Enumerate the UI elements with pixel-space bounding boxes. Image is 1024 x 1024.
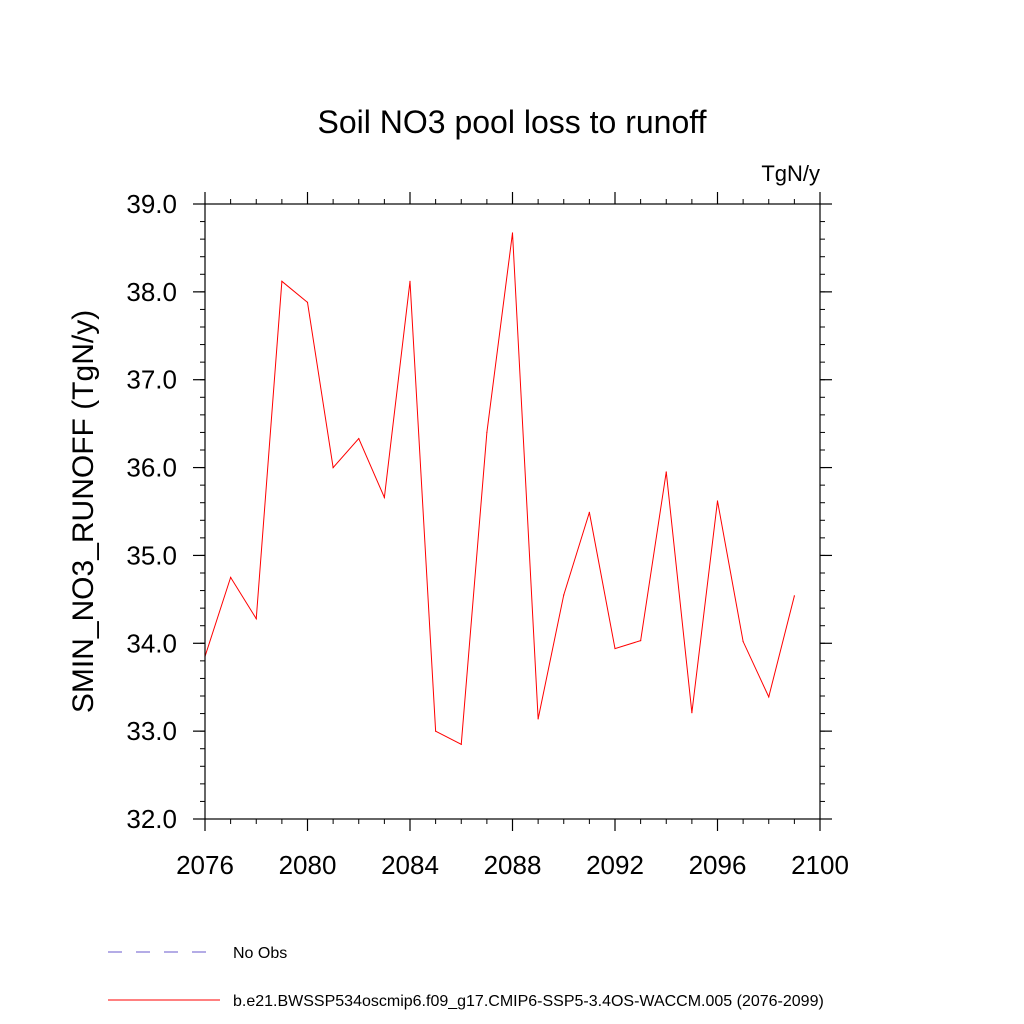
y-tick-label: 38.0 bbox=[126, 277, 177, 307]
data-point bbox=[383, 496, 385, 499]
data-point bbox=[716, 500, 719, 502]
legend-label: b.e21.BWSSP534oscmip6.f09_g17.CMIP6-SSP5… bbox=[233, 993, 824, 1010]
chart-title: Soil NO3 pool loss to runoff bbox=[318, 104, 707, 140]
data-point bbox=[691, 712, 693, 714]
data-point bbox=[588, 511, 590, 513]
data-point bbox=[281, 280, 283, 282]
data-point bbox=[306, 301, 309, 303]
data-point bbox=[255, 618, 257, 620]
x-tick-label: 2096 bbox=[689, 850, 747, 880]
data-point bbox=[640, 640, 642, 642]
y-tick-label: 33.0 bbox=[126, 716, 177, 746]
x-tick-label: 2080 bbox=[279, 850, 337, 880]
data-point bbox=[435, 730, 437, 732]
data-point bbox=[230, 576, 232, 578]
y-tick-label: 34.0 bbox=[126, 628, 177, 658]
data-point bbox=[768, 696, 770, 698]
x-tick-label: 2100 bbox=[791, 850, 849, 880]
data-point bbox=[486, 431, 488, 434]
y-tick-label: 32.0 bbox=[126, 804, 177, 834]
legend: No Obs b.e21.BWSSP534oscmip6.f09_g17.CMIP… bbox=[108, 945, 824, 1010]
x-tick-label: 2076 bbox=[176, 850, 234, 880]
data-point bbox=[511, 232, 514, 234]
legend-label: No Obs bbox=[233, 945, 287, 962]
series-line bbox=[204, 232, 795, 746]
x-tick-label: 2084 bbox=[381, 850, 439, 880]
x-tick-label: 2092 bbox=[586, 850, 644, 880]
series-layer bbox=[204, 232, 795, 746]
minor-ticks bbox=[200, 199, 825, 824]
x-tick-labels: 2076 2080 2084 2088 2092 2096 2100 bbox=[176, 850, 849, 880]
data-point bbox=[460, 743, 462, 745]
data-point bbox=[665, 471, 667, 473]
data-point bbox=[358, 437, 360, 440]
major-ticks bbox=[193, 192, 832, 831]
data-point bbox=[614, 647, 616, 650]
data-point bbox=[409, 280, 411, 282]
units-label: TgN/y bbox=[761, 161, 820, 186]
x-tick-label: 2088 bbox=[484, 850, 542, 880]
y-tick-label: 39.0 bbox=[126, 189, 177, 219]
data-point bbox=[537, 718, 539, 720]
data-point bbox=[563, 594, 565, 596]
data-point bbox=[332, 466, 334, 469]
plot-frame bbox=[204, 203, 821, 820]
data-point bbox=[742, 640, 744, 643]
data-point bbox=[793, 595, 795, 597]
y-axis-label: SMIN_NO3_RUNOFF (TgN/y) bbox=[67, 310, 100, 713]
y-tick-label: 35.0 bbox=[126, 540, 177, 570]
y-tick-label: 36.0 bbox=[126, 453, 177, 483]
y-tick-labels: 32.0 33.0 34.0 35.0 36.0 37.0 38.0 39.0 bbox=[126, 189, 177, 834]
y-tick-label: 37.0 bbox=[126, 365, 177, 395]
